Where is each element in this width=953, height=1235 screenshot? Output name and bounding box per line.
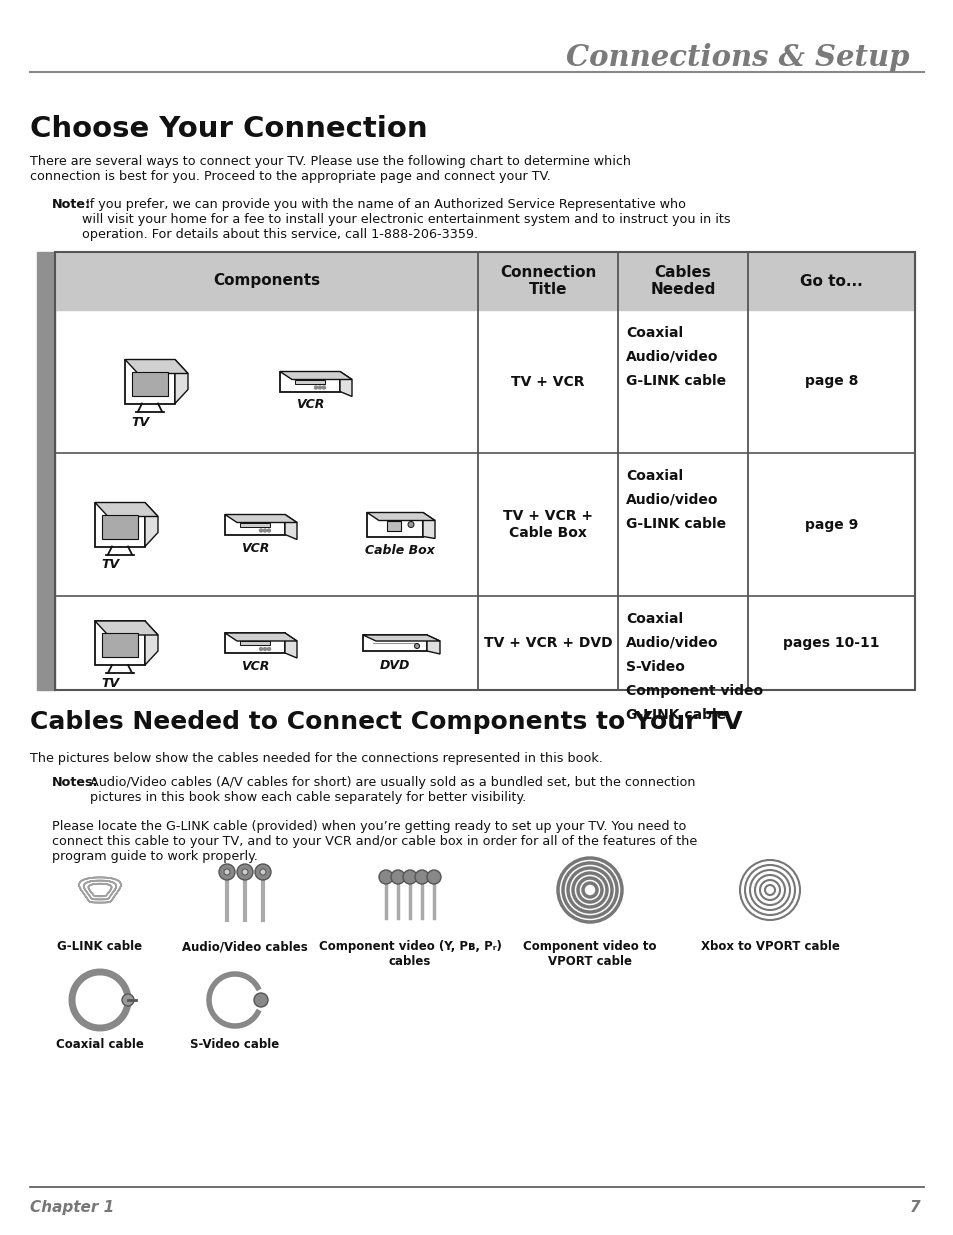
Circle shape	[236, 864, 253, 881]
Circle shape	[314, 387, 317, 389]
Text: TV: TV	[101, 677, 119, 690]
Circle shape	[260, 869, 266, 876]
Circle shape	[408, 521, 414, 527]
Text: Chapter 1: Chapter 1	[30, 1200, 114, 1215]
Circle shape	[402, 869, 416, 884]
Polygon shape	[422, 513, 435, 538]
Text: page 8: page 8	[804, 374, 858, 389]
Text: pages 10-11: pages 10-11	[782, 636, 879, 650]
Text: Go to...: Go to...	[800, 273, 862, 289]
Circle shape	[253, 993, 268, 1007]
Circle shape	[263, 647, 266, 651]
Circle shape	[254, 864, 271, 881]
Text: VCR: VCR	[295, 399, 324, 411]
Circle shape	[267, 529, 271, 532]
Text: Coaxial
Audio/video
G-LINK cable: Coaxial Audio/video G-LINK cable	[625, 469, 725, 531]
Text: TV + VCR +
Cable Box: TV + VCR + Cable Box	[502, 509, 593, 540]
Polygon shape	[363, 635, 439, 641]
Bar	[294, 379, 325, 384]
Polygon shape	[225, 634, 296, 641]
Text: TV: TV	[101, 558, 119, 572]
Circle shape	[267, 647, 271, 651]
Bar	[102, 515, 138, 538]
Text: 7: 7	[908, 1200, 919, 1215]
Polygon shape	[339, 372, 352, 396]
Text: VCR: VCR	[240, 659, 269, 673]
Polygon shape	[145, 621, 158, 664]
Text: page 9: page 9	[804, 517, 858, 531]
Circle shape	[415, 869, 429, 884]
Text: Xbox to VPORT cable: Xbox to VPORT cable	[700, 940, 839, 953]
Polygon shape	[225, 515, 296, 522]
Polygon shape	[367, 513, 435, 520]
Polygon shape	[125, 359, 188, 373]
Text: The pictures below show the cables needed for the connections represented in thi: The pictures below show the cables neede…	[30, 752, 602, 764]
Bar	[37, 252, 55, 690]
Bar	[387, 520, 400, 531]
Circle shape	[263, 529, 266, 532]
Text: Audio/Video cables: Audio/Video cables	[182, 940, 308, 953]
Polygon shape	[363, 635, 427, 651]
Polygon shape	[285, 634, 296, 658]
Text: Notes:: Notes:	[52, 776, 98, 789]
Text: Note:: Note:	[52, 198, 91, 211]
Bar	[55, 252, 914, 690]
Polygon shape	[225, 515, 285, 535]
Polygon shape	[95, 621, 158, 635]
Bar	[240, 522, 270, 526]
Polygon shape	[95, 503, 145, 547]
Circle shape	[378, 869, 393, 884]
Polygon shape	[174, 359, 188, 404]
Text: Component video to
VPORT cable: Component video to VPORT cable	[522, 940, 656, 968]
Circle shape	[259, 647, 262, 651]
Polygon shape	[95, 503, 158, 516]
Polygon shape	[367, 513, 422, 536]
Circle shape	[259, 529, 262, 532]
Text: Components: Components	[213, 273, 319, 289]
Text: Cable Box: Cable Box	[365, 543, 435, 557]
Text: Cables
Needed: Cables Needed	[650, 264, 715, 298]
Circle shape	[414, 643, 419, 648]
Text: There are several ways to connect your TV. Please use the following chart to det: There are several ways to connect your T…	[30, 156, 630, 183]
Circle shape	[427, 869, 440, 884]
Polygon shape	[125, 359, 174, 404]
Polygon shape	[280, 372, 339, 391]
Polygon shape	[427, 635, 439, 655]
Text: Coaxial cable: Coaxial cable	[56, 1037, 144, 1051]
Text: Component video (Y, Pʙ, Pᵣ)
cables: Component video (Y, Pʙ, Pᵣ) cables	[318, 940, 501, 968]
Text: S-Video cable: S-Video cable	[191, 1037, 279, 1051]
Text: If you prefer, we can provide you with the name of an Authorized Service Represe: If you prefer, we can provide you with t…	[82, 198, 730, 241]
Circle shape	[122, 994, 133, 1007]
Bar	[55, 252, 914, 310]
Text: VCR: VCR	[240, 541, 269, 555]
Text: Cables Needed to Connect Components to Your TV: Cables Needed to Connect Components to Y…	[30, 710, 741, 734]
Text: Please locate the G-LINK cable (provided) when you’re getting ready to set up yo: Please locate the G-LINK cable (provided…	[52, 820, 697, 863]
Text: TV: TV	[131, 415, 149, 429]
Text: Coaxial
Audio/video
G-LINK cable: Coaxial Audio/video G-LINK cable	[625, 326, 725, 388]
Circle shape	[219, 864, 234, 881]
Circle shape	[224, 869, 230, 876]
Circle shape	[242, 869, 248, 876]
Text: Coaxial
Audio/video
S-Video
Component video
G-LINK cable: Coaxial Audio/video S-Video Component vi…	[625, 613, 762, 721]
Bar	[132, 372, 168, 395]
Circle shape	[322, 387, 325, 389]
Polygon shape	[95, 621, 145, 664]
Bar	[102, 634, 138, 657]
Circle shape	[318, 387, 321, 389]
Text: Connection
Title: Connection Title	[499, 264, 596, 298]
Text: TV + VCR + DVD: TV + VCR + DVD	[483, 636, 612, 650]
Text: Connections & Setup: Connections & Setup	[566, 43, 909, 73]
Polygon shape	[280, 372, 352, 379]
Circle shape	[391, 869, 405, 884]
Text: Audio/Video cables (A/V cables for short) are usually sold as a bundled set, but: Audio/Video cables (A/V cables for short…	[90, 776, 695, 804]
Polygon shape	[225, 634, 285, 653]
Polygon shape	[145, 503, 158, 547]
Text: Choose Your Connection: Choose Your Connection	[30, 115, 427, 143]
Text: G-LINK cable: G-LINK cable	[57, 940, 142, 953]
Text: DVD: DVD	[379, 659, 410, 672]
Bar	[240, 641, 270, 645]
Text: TV + VCR: TV + VCR	[511, 374, 584, 389]
Polygon shape	[285, 515, 296, 540]
